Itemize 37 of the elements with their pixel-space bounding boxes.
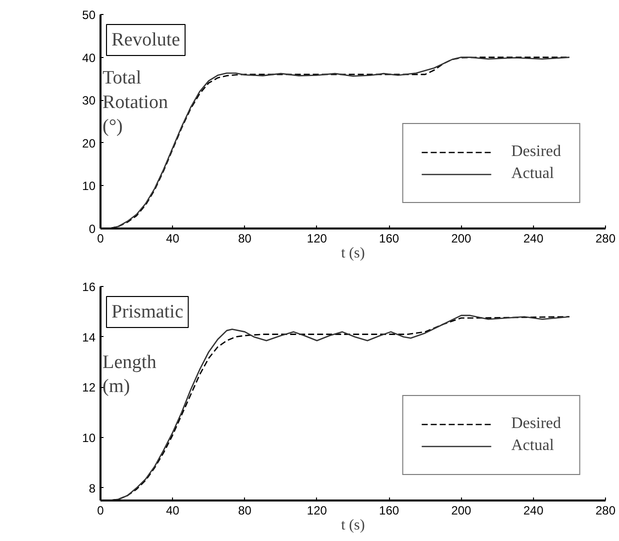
legend-label: Actual: [511, 437, 554, 455]
y-tick-label: 8: [88, 481, 96, 496]
y-axis-title: Length (m): [102, 352, 157, 397]
y-tick-label: 50: [82, 8, 96, 22]
x-axis-title: t (s): [341, 518, 365, 534]
text: Revolute: [112, 30, 180, 50]
x-tick-label: 280: [595, 232, 616, 246]
legend-label: Desired: [511, 143, 561, 161]
text: Prismatic: [112, 302, 184, 322]
x-tick-label: 0: [97, 232, 104, 246]
x-tick-label: 160: [379, 504, 400, 518]
x-tick-label: 200: [451, 504, 472, 518]
x-tick-label: 280: [595, 504, 616, 518]
x-tick-label: 80: [238, 504, 252, 518]
y-tick-label: 10: [82, 431, 96, 446]
y-tick-label: 16: [82, 280, 96, 294]
y-tick-label: 40: [82, 50, 96, 65]
x-tick-label: 240: [523, 504, 544, 518]
x-tick-label: 240: [523, 232, 544, 246]
legend-label: Desired: [511, 415, 561, 433]
x-axis-title: t (s): [341, 246, 365, 262]
x-tick-label: 160: [379, 232, 400, 246]
x-tick-label: 40: [166, 232, 180, 246]
y-tick-label: 10: [82, 179, 96, 194]
x-tick-label: 80: [238, 232, 252, 246]
y-tick-label: 14: [82, 330, 96, 344]
y-tick-label: 30: [82, 94, 96, 108]
legend-label: Actual: [511, 165, 554, 183]
y-tick-label: 12: [82, 380, 96, 395]
y-tick-label: 0: [88, 222, 96, 236]
y-tick-label: 20: [82, 136, 96, 150]
x-tick-label: 120: [306, 504, 328, 518]
x-tick-label: 40: [166, 504, 180, 518]
x-tick-label: 0: [97, 504, 104, 518]
x-tick-label: 200: [451, 232, 472, 246]
y-axis-title: Total Rotation (°): [102, 68, 168, 137]
x-tick-label: 120: [306, 232, 328, 246]
